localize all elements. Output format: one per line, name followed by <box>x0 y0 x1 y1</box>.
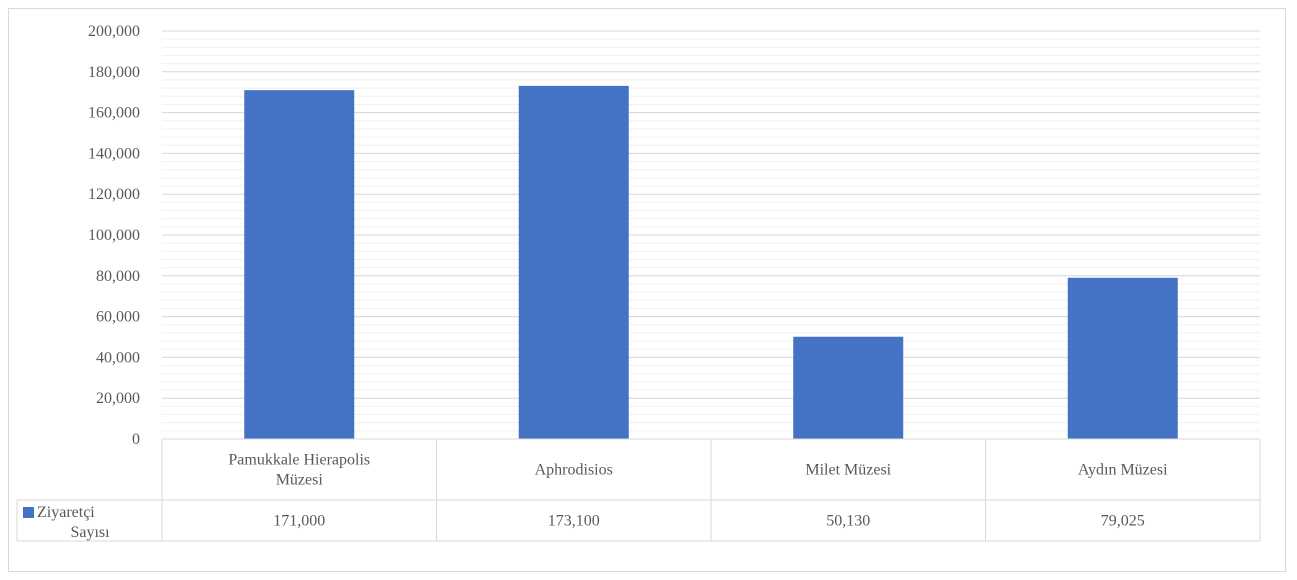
y-tick-label: 100,000 <box>88 227 140 244</box>
y-tick-label: 80,000 <box>96 268 140 285</box>
y-tick-label: 40,000 <box>96 349 140 366</box>
x-category-label: Milet Müzesi <box>805 462 891 479</box>
y-tick-label: 20,000 <box>96 390 140 407</box>
bar <box>244 90 355 439</box>
y-tick-label: 160,000 <box>88 105 140 122</box>
bar <box>1067 277 1178 439</box>
data-table-value: 173,100 <box>548 513 600 530</box>
x-category-label: Aphrodisios <box>535 462 613 479</box>
x-category-label: Pamukkale Hierapolis <box>228 452 370 469</box>
y-tick-label: 200,000 <box>88 23 140 40</box>
data-table-value: 171,000 <box>273 513 325 530</box>
legend-label: Ziyaretçi <box>37 504 95 521</box>
y-tick-label: 60,000 <box>96 309 140 326</box>
legend-swatch <box>23 507 34 518</box>
data-table-value: 50,130 <box>826 513 870 530</box>
data-table: Pamukkale Hierapolis Müzesi Aphrodisios Mil… <box>16 438 1261 542</box>
bar <box>518 85 629 439</box>
x-category-label: Müzesi <box>276 472 324 489</box>
y-tick-label: 180,000 <box>88 64 140 81</box>
y-axis-labels: 0 20,000 40,000 60,000 80,000 100,000 120,000 1… <box>88 23 140 448</box>
y-tick-label: 140,000 <box>88 145 140 162</box>
legend-label: Sayısı <box>70 524 110 541</box>
x-category-label: Aydın Müzesi <box>1078 462 1168 479</box>
data-table-value: 79,025 <box>1101 513 1145 530</box>
bar-layer <box>244 85 1178 439</box>
y-tick-label: 0 <box>132 431 140 448</box>
bar <box>793 336 904 439</box>
y-tick-label: 120,000 <box>88 186 140 203</box>
